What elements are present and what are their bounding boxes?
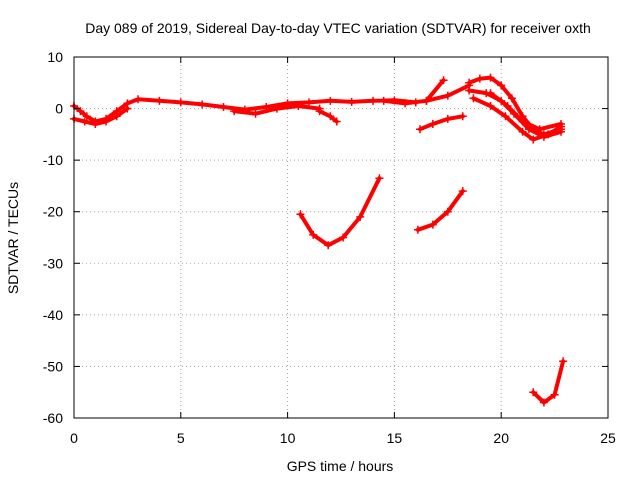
data-point [507, 94, 516, 103]
y-tick-label: 10 [47, 49, 63, 65]
y-tick-label: -30 [43, 255, 63, 271]
data-point [324, 241, 333, 250]
data-point [326, 96, 335, 105]
data-point [272, 104, 281, 113]
data-point [422, 96, 431, 105]
data-point [369, 96, 378, 105]
data-point [332, 117, 341, 126]
data-point [294, 101, 303, 110]
data-point [112, 112, 121, 121]
data-point [91, 120, 100, 129]
series-arc-7 [418, 114, 465, 132]
data-point [82, 112, 91, 121]
data-point [401, 99, 410, 108]
data-point [251, 109, 260, 118]
series-arc-12 [298, 176, 382, 248]
data-point [296, 210, 305, 219]
data-point [465, 86, 474, 95]
data-point [428, 120, 437, 129]
data-point [326, 112, 335, 121]
data-point [559, 357, 568, 366]
data-point [309, 230, 318, 239]
data-point [219, 103, 228, 112]
data-point [339, 233, 348, 242]
x-tick-label: 20 [493, 430, 509, 446]
data-point [443, 91, 452, 100]
data-point [475, 74, 484, 83]
data-point [356, 212, 365, 221]
data-point [102, 117, 111, 126]
data-point [550, 390, 559, 399]
data-point [379, 96, 388, 105]
data-point [123, 104, 132, 113]
y-tick-label: 0 [55, 101, 63, 117]
chart-title: Day 089 of 2019, Sidereal Day-to-day VTE… [85, 20, 591, 36]
series-arc-5 [381, 78, 446, 106]
y-tick-label: -40 [43, 307, 63, 323]
x-tick-label: 15 [387, 430, 403, 446]
data-point [375, 174, 384, 183]
data-point [443, 207, 452, 216]
data-point [544, 130, 553, 139]
y-tick-labels: 10 0 -10 -20 -30 -40 -50 -60 [43, 49, 63, 426]
data-point [458, 187, 467, 196]
data-point [486, 89, 495, 98]
x-tick-label: 25 [600, 430, 616, 446]
plot-frame [73, 56, 609, 419]
series-arc-14 [531, 359, 566, 405]
data-point [443, 114, 452, 123]
data-point [428, 220, 437, 229]
data-point [557, 120, 566, 129]
axis-ticks [73, 56, 609, 419]
data-point [439, 76, 448, 85]
x-tick-label: 0 [70, 430, 78, 446]
data-point [503, 101, 512, 110]
x-tick-label: 5 [177, 430, 185, 446]
data-point [469, 94, 478, 103]
data-point [304, 98, 313, 107]
data-point [539, 398, 548, 407]
y-tick-label: -10 [43, 152, 63, 168]
data-point [76, 107, 85, 116]
data-point [497, 81, 506, 90]
data-point [155, 96, 164, 105]
data-point [486, 73, 495, 82]
data-point [486, 101, 495, 110]
data-point [458, 112, 467, 121]
y-axis-label: SDTVAR / TECUs [5, 182, 21, 294]
data-point [416, 125, 425, 134]
data-point [230, 107, 239, 116]
x-axis-label: GPS time / hours [287, 458, 394, 474]
data-point [518, 117, 527, 126]
data-point [413, 225, 422, 234]
data-series [70, 73, 568, 407]
series-arc-13 [415, 189, 465, 232]
data-point [535, 125, 544, 134]
data-point [315, 107, 324, 116]
data-point [465, 78, 474, 87]
data-point [198, 100, 207, 109]
x-tick-label: 10 [280, 430, 296, 446]
data-point [80, 117, 89, 126]
data-point [134, 95, 143, 104]
data-point [529, 135, 538, 144]
data-point [518, 127, 527, 136]
data-point [347, 97, 356, 106]
y-tick-label: -50 [43, 358, 63, 374]
data-point [529, 388, 538, 397]
data-point [176, 98, 185, 107]
y-tick-label: -20 [43, 204, 63, 220]
y-tick-label: -60 [43, 410, 63, 426]
data-point [501, 112, 510, 121]
x-tick-labels: 0 5 10 15 20 25 [70, 430, 616, 446]
